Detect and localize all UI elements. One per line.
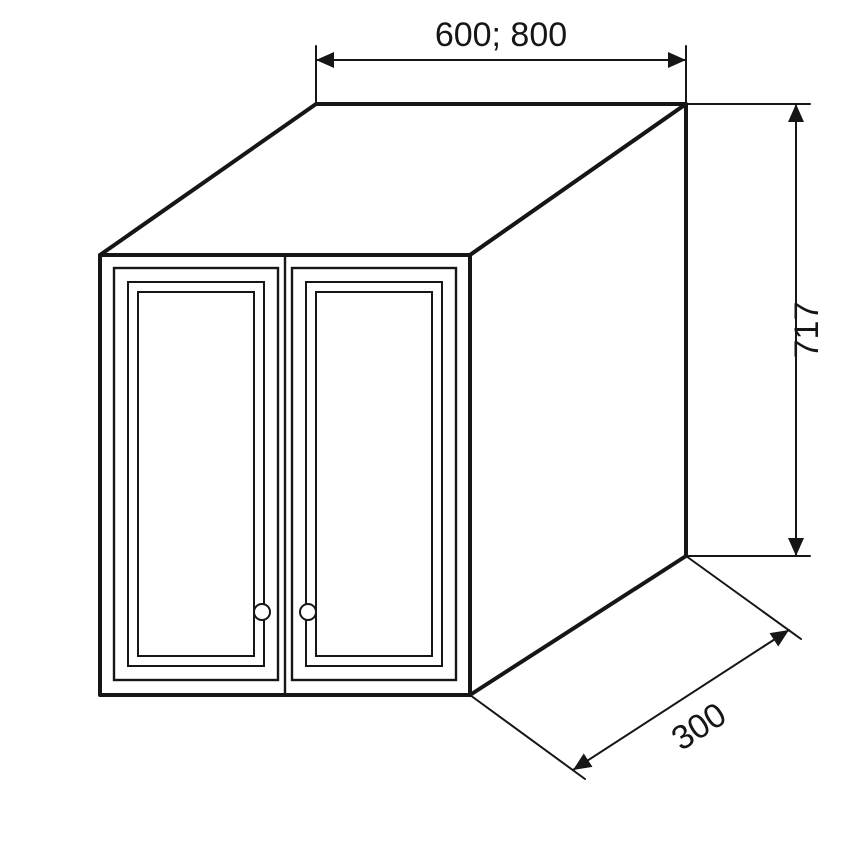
dimension-label: 717 [788,302,826,359]
door-knob-left [254,604,270,620]
dimension-label: 600; 800 [435,16,567,54]
drawing-svg: 600; 800717300 [0,0,852,852]
cabinet-body [100,104,686,695]
cabinet-dimension-drawing: { "meta": { "type": "technical-dimension… [0,0,852,852]
door-knob-right [300,604,316,620]
